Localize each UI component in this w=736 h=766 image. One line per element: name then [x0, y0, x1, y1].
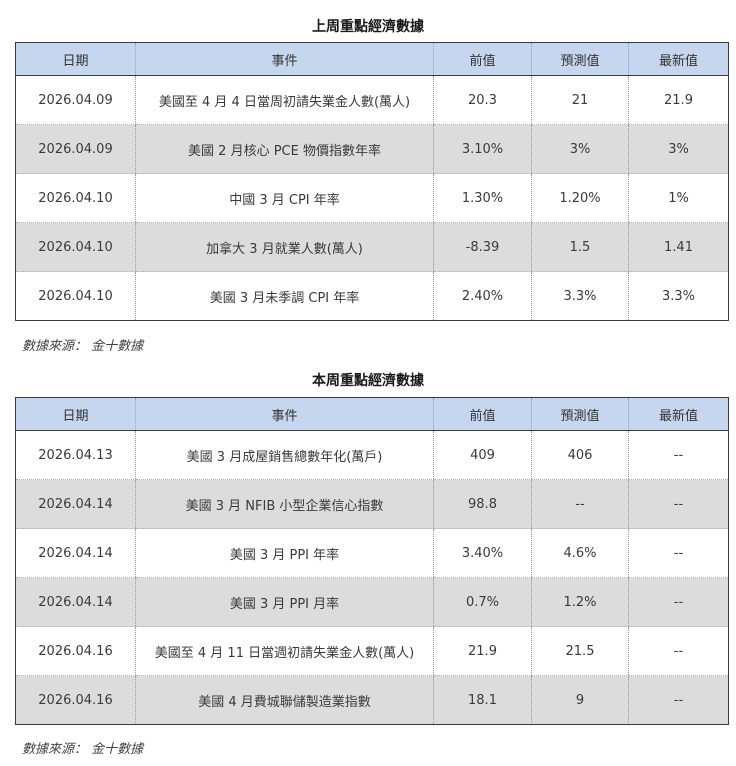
header-latest: 最新值 [628, 397, 729, 431]
table-row: 2026.04.16 美國至 4 月 11 日當週初請失業金人數(萬人) 21.… [15, 626, 729, 676]
header-date: 日期 [15, 42, 136, 76]
cell-latest: 3% [628, 124, 729, 174]
cell-forecast: 21 [531, 75, 629, 125]
cell-event: 美國 3 月成屋銷售總數年化(萬戶) [135, 430, 434, 480]
cell-event: 美國 4 月費城聯儲製造業指數 [135, 675, 434, 725]
header-previous: 前值 [433, 42, 532, 76]
cell-previous: 21.9 [433, 626, 532, 676]
cell-date: 2026.04.13 [15, 430, 136, 480]
cell-latest: 21.9 [628, 75, 729, 125]
cell-event: 美國 3 月 NFIB 小型企業信心指數 [135, 479, 434, 529]
header-event: 事件 [135, 397, 434, 431]
cell-date: 2026.04.14 [15, 528, 136, 578]
cell-previous: 2.40% [433, 271, 532, 321]
table-header-row: 日期 事件 前值 預測值 最新值 [15, 42, 729, 76]
cell-latest: -- [628, 675, 729, 725]
cell-previous: 98.8 [433, 479, 532, 529]
cell-latest: -- [628, 479, 729, 529]
cell-date: 2026.04.14 [15, 479, 136, 529]
cell-latest: 3.3% [628, 271, 729, 321]
cell-event: 美國 2 月核心 PCE 物價指數年率 [135, 124, 434, 174]
cell-forecast: -- [531, 479, 629, 529]
cell-date: 2026.04.16 [15, 626, 136, 676]
cell-previous: 18.1 [433, 675, 532, 725]
this-week-source: 數據來源： 金十數據 [22, 742, 144, 757]
this-week-title: 本周重點經濟數據 [312, 373, 424, 389]
header-event: 事件 [135, 42, 434, 76]
cell-event: 美國 3 月 PPI 月率 [135, 577, 434, 627]
cell-latest: -- [628, 430, 729, 480]
cell-date: 2026.04.10 [15, 222, 136, 272]
table-row: 2026.04.16 美國 4 月費城聯儲製造業指數 18.1 9 -- [15, 675, 729, 725]
cell-date: 2026.04.10 [15, 173, 136, 223]
cell-forecast: 9 [531, 675, 629, 725]
last-week-title: 上周重點經濟數據 [312, 19, 424, 35]
cell-latest: -- [628, 528, 729, 578]
cell-previous: 20.3 [433, 75, 532, 125]
table-row: 2026.04.10 加拿大 3 月就業人數(萬人) -8.39 1.5 1.4… [15, 222, 729, 272]
header-forecast: 預測值 [531, 42, 629, 76]
cell-event: 美國 3 月 PPI 年率 [135, 528, 434, 578]
cell-forecast: 21.5 [531, 626, 629, 676]
table-row: 2026.04.14 美國 3 月 PPI 月率 0.7% 1.2% -- [15, 577, 729, 627]
table-row: 2026.04.13 美國 3 月成屋銷售總數年化(萬戶) 409 406 -- [15, 430, 729, 480]
cell-forecast: 1.5 [531, 222, 629, 272]
header-forecast: 預測值 [531, 397, 629, 431]
header-previous: 前值 [433, 397, 532, 431]
cell-latest: -- [628, 577, 729, 627]
cell-event: 美國至 4 月 4 日當周初請失業金人數(萬人) [135, 75, 434, 125]
cell-latest: 1.41 [628, 222, 729, 272]
table-header-row: 日期 事件 前值 預測值 最新值 [15, 397, 729, 431]
table-row: 2026.04.10 美國 3 月未季調 CPI 年率 2.40% 3.3% 3… [15, 271, 729, 321]
header-latest: 最新值 [628, 42, 729, 76]
cell-previous: 409 [433, 430, 532, 480]
cell-forecast: 406 [531, 430, 629, 480]
cell-previous: -8.39 [433, 222, 532, 272]
table-row: 2026.04.14 美國 3 月 PPI 年率 3.40% 4.6% -- [15, 528, 729, 578]
cell-forecast: 3% [531, 124, 629, 174]
cell-previous: 1.30% [433, 173, 532, 223]
cell-latest: 1% [628, 173, 729, 223]
table-row: 2026.04.09 美國 2 月核心 PCE 物價指數年率 3.10% 3% … [15, 124, 729, 174]
last-week-table: 日期 事件 前值 預測值 最新值 2026.04.09 美國至 4 月 4 日當… [15, 42, 729, 321]
cell-date: 2026.04.10 [15, 271, 136, 321]
cell-previous: 0.7% [433, 577, 532, 627]
cell-forecast: 4.6% [531, 528, 629, 578]
cell-previous: 3.40% [433, 528, 532, 578]
cell-event: 美國至 4 月 11 日當週初請失業金人數(萬人) [135, 626, 434, 676]
cell-forecast: 3.3% [531, 271, 629, 321]
cell-date: 2026.04.14 [15, 577, 136, 627]
header-date: 日期 [15, 397, 136, 431]
cell-latest: -- [628, 626, 729, 676]
cell-forecast: 1.2% [531, 577, 629, 627]
cell-forecast: 1.20% [531, 173, 629, 223]
cell-date: 2026.04.16 [15, 675, 136, 725]
cell-date: 2026.04.09 [15, 75, 136, 125]
table-row: 2026.04.14 美國 3 月 NFIB 小型企業信心指數 98.8 -- … [15, 479, 729, 529]
last-week-source: 數據來源： 金十數據 [22, 339, 144, 354]
table-row: 2026.04.09 美國至 4 月 4 日當周初請失業金人數(萬人) 20.3… [15, 75, 729, 125]
cell-date: 2026.04.09 [15, 124, 136, 174]
cell-event: 加拿大 3 月就業人數(萬人) [135, 222, 434, 272]
table-row: 2026.04.10 中國 3 月 CPI 年率 1.30% 1.20% 1% [15, 173, 729, 223]
cell-event: 美國 3 月未季調 CPI 年率 [135, 271, 434, 321]
this-week-table: 日期 事件 前值 預測值 最新值 2026.04.13 美國 3 月成屋銷售總數… [15, 397, 729, 725]
cell-event: 中國 3 月 CPI 年率 [135, 173, 434, 223]
cell-previous: 3.10% [433, 124, 532, 174]
